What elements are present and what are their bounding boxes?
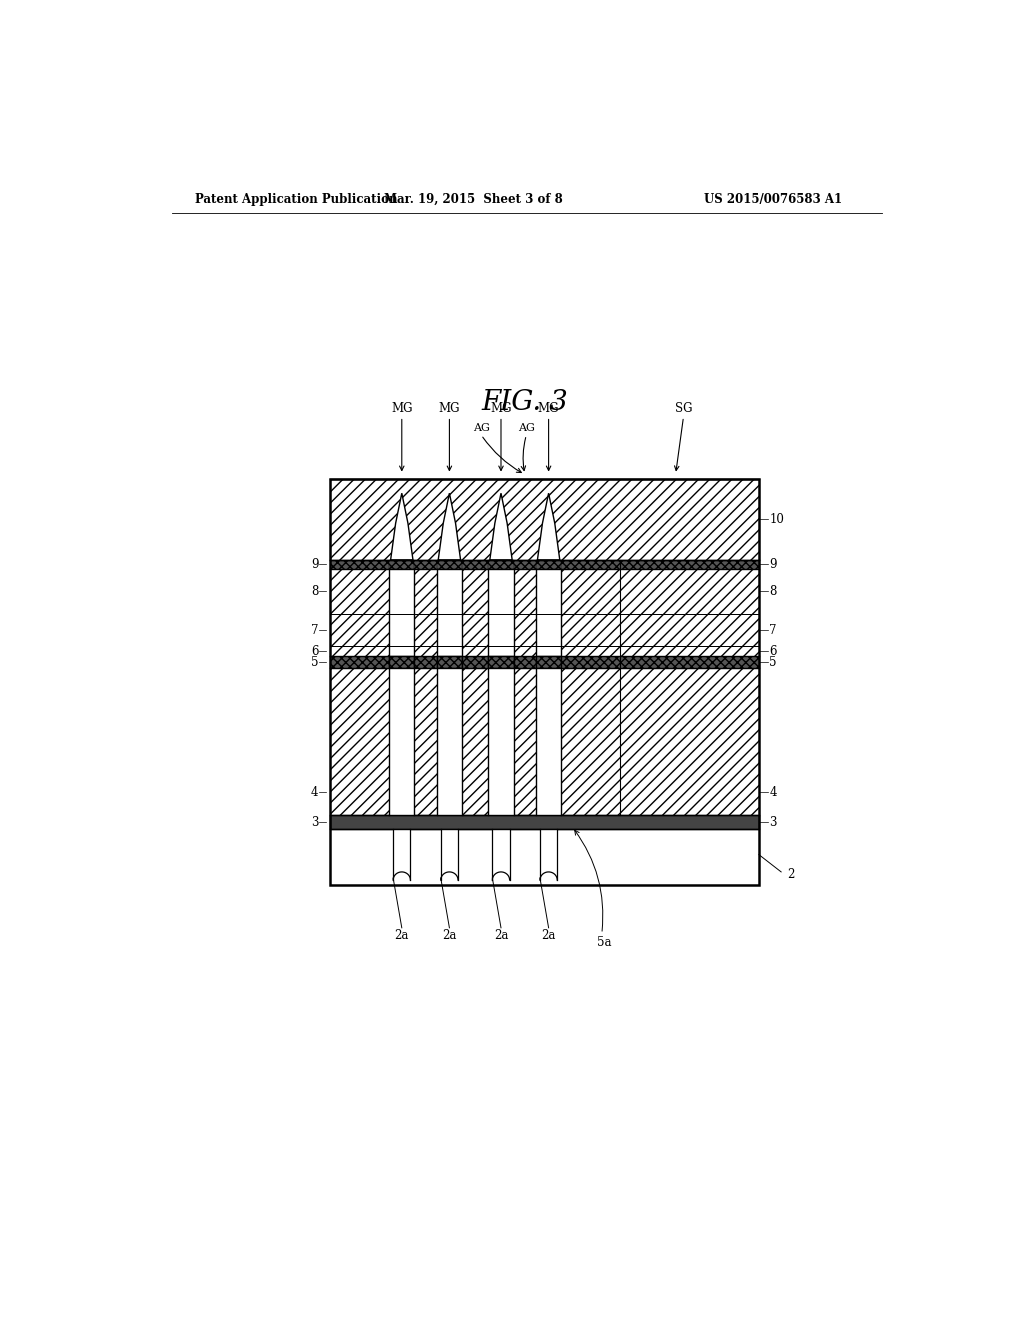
- Text: 3: 3: [311, 816, 318, 829]
- Bar: [488, 560, 514, 569]
- Text: 6: 6: [769, 645, 777, 657]
- Bar: [436, 560, 462, 569]
- Bar: [331, 560, 759, 569]
- Bar: [540, 829, 557, 880]
- Bar: [536, 656, 561, 668]
- Text: FIG. 3: FIG. 3: [481, 389, 568, 416]
- Bar: [331, 829, 759, 886]
- Text: 3: 3: [769, 816, 777, 829]
- Bar: [331, 647, 759, 656]
- Text: 5: 5: [311, 656, 318, 668]
- Bar: [331, 569, 759, 614]
- Bar: [331, 656, 759, 668]
- Text: 2a: 2a: [394, 929, 409, 942]
- Bar: [493, 829, 510, 880]
- Text: 10: 10: [769, 512, 784, 525]
- Bar: [331, 656, 759, 668]
- Bar: [436, 656, 462, 668]
- Bar: [331, 814, 759, 829]
- Text: 9: 9: [311, 558, 318, 572]
- Bar: [488, 656, 514, 668]
- Text: 2a: 2a: [442, 929, 457, 942]
- Bar: [536, 569, 561, 814]
- Text: Patent Application Publication: Patent Application Publication: [196, 193, 398, 206]
- Bar: [331, 479, 759, 886]
- Bar: [389, 656, 415, 668]
- Text: AG: AG: [473, 422, 489, 433]
- Bar: [331, 479, 759, 886]
- Polygon shape: [390, 494, 413, 560]
- Text: MG: MG: [490, 401, 512, 414]
- Text: AG: AG: [518, 422, 535, 433]
- Text: 5: 5: [769, 656, 777, 668]
- Bar: [331, 664, 759, 814]
- Text: 8: 8: [311, 585, 318, 598]
- Text: 7: 7: [769, 623, 777, 636]
- Text: 2: 2: [786, 869, 794, 882]
- Bar: [389, 560, 415, 569]
- Text: 2a: 2a: [494, 929, 508, 942]
- Text: SG: SG: [675, 401, 692, 414]
- Text: MG: MG: [391, 401, 413, 414]
- Bar: [389, 569, 415, 814]
- Text: 7: 7: [311, 623, 318, 636]
- Text: 5a: 5a: [597, 936, 611, 949]
- Bar: [440, 829, 458, 880]
- Text: 6: 6: [311, 645, 318, 657]
- Bar: [389, 656, 415, 668]
- Text: MG: MG: [438, 401, 460, 414]
- Text: 4: 4: [769, 785, 777, 799]
- Bar: [488, 569, 514, 814]
- Bar: [393, 829, 411, 880]
- Bar: [331, 479, 759, 560]
- Text: 8: 8: [769, 585, 776, 598]
- Polygon shape: [489, 494, 512, 560]
- Bar: [488, 656, 514, 668]
- Text: US 2015/0076583 A1: US 2015/0076583 A1: [705, 193, 842, 206]
- Text: 4: 4: [311, 785, 318, 799]
- Text: MG: MG: [538, 401, 559, 414]
- Bar: [536, 560, 561, 569]
- Polygon shape: [438, 494, 461, 560]
- Polygon shape: [538, 494, 560, 560]
- Bar: [536, 656, 561, 668]
- Text: 9: 9: [769, 558, 777, 572]
- Bar: [436, 569, 462, 814]
- Text: Mar. 19, 2015  Sheet 3 of 8: Mar. 19, 2015 Sheet 3 of 8: [384, 193, 562, 206]
- Text: 2a: 2a: [542, 929, 556, 942]
- Bar: [331, 614, 759, 647]
- Bar: [436, 656, 462, 668]
